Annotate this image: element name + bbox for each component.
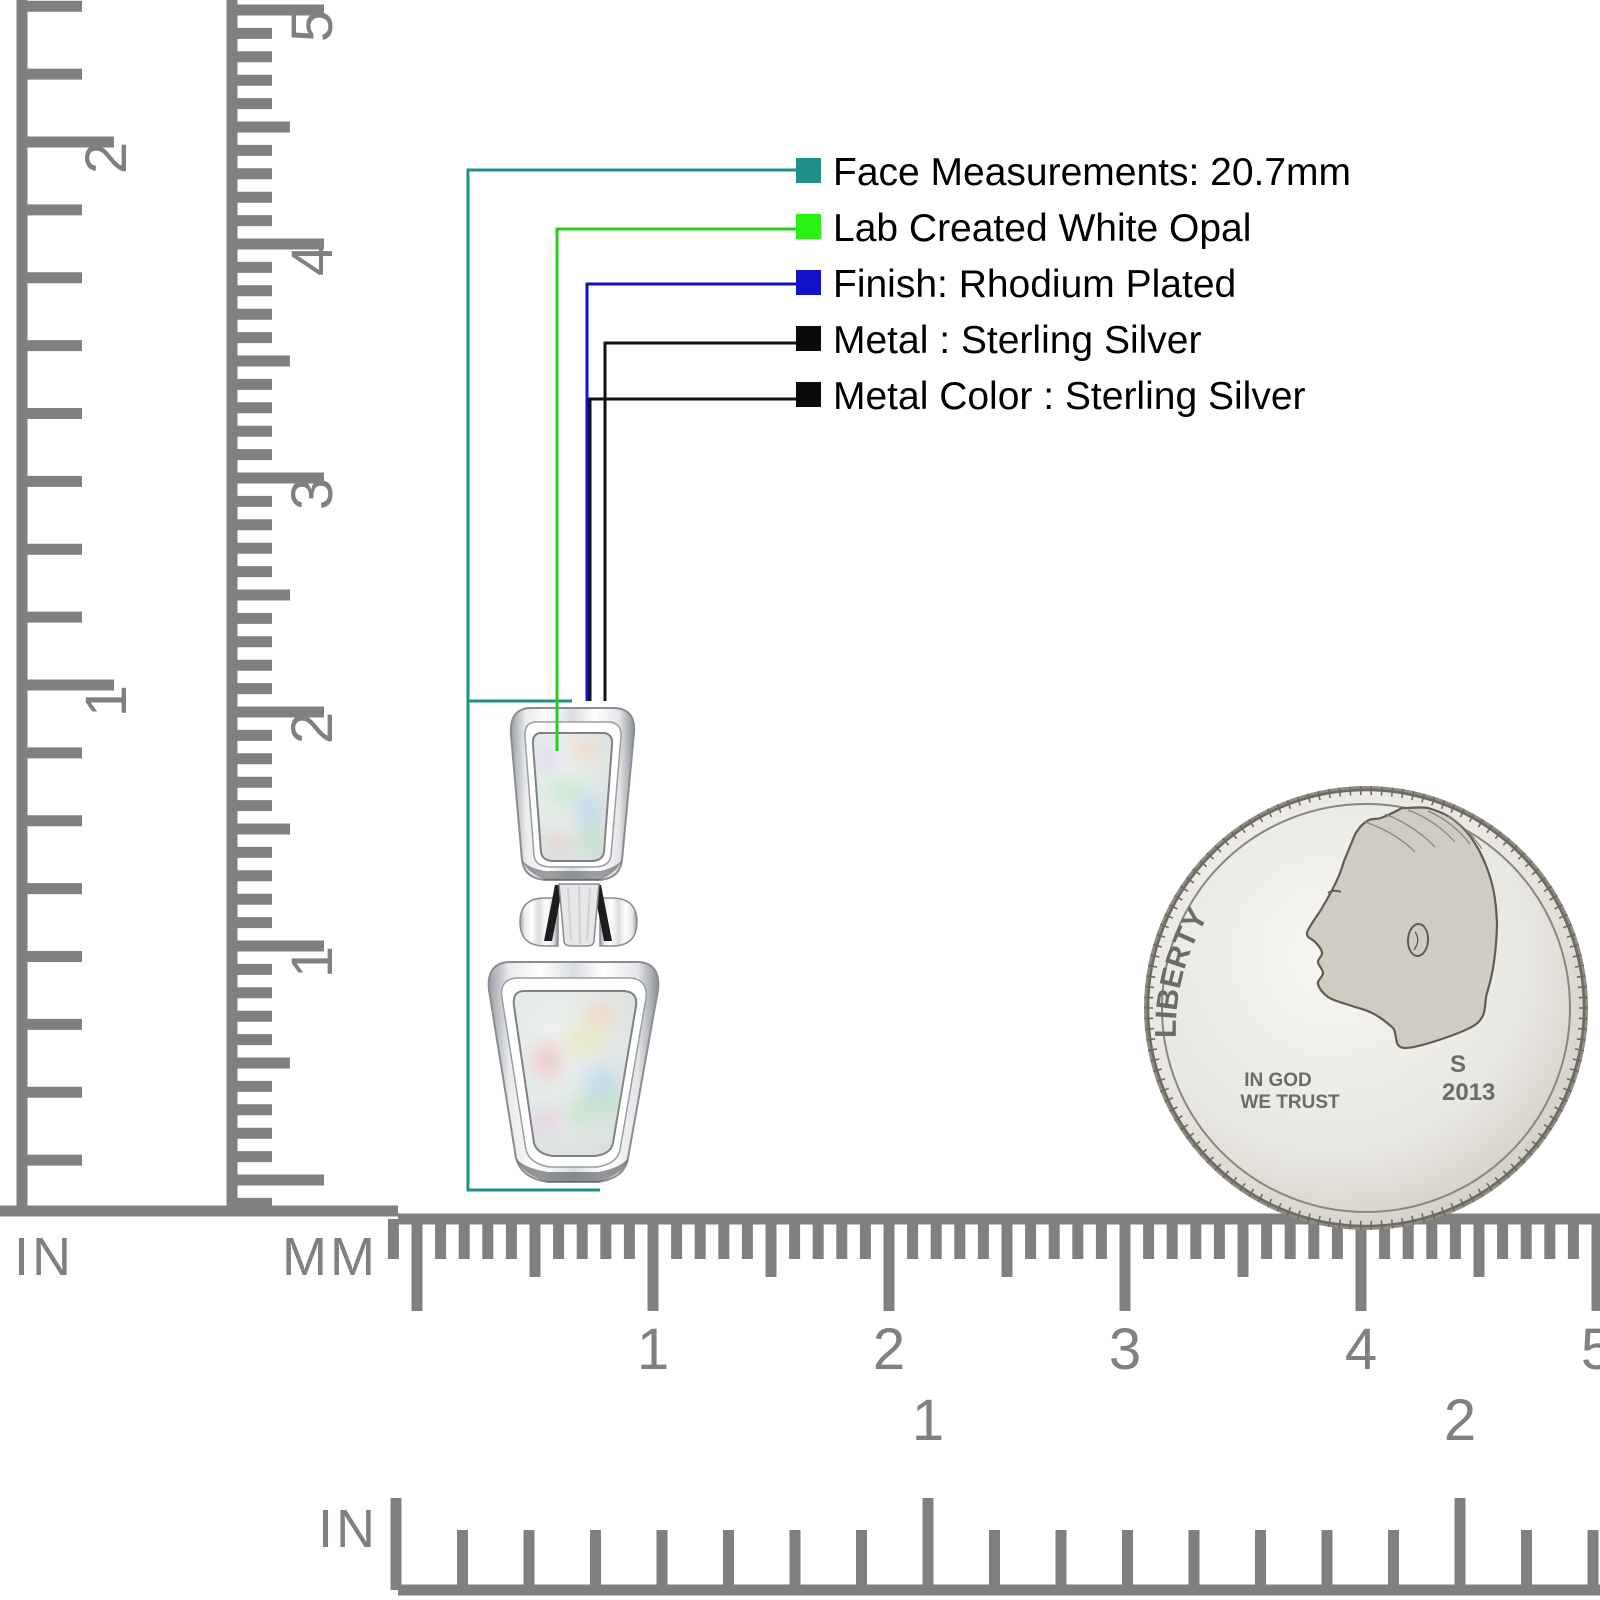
svg-text:WE TRUST: WE TRUST: [1240, 1092, 1340, 1113]
svg-text:2013: 2013: [1442, 1079, 1495, 1106]
svg-text:IN GOD: IN GOD: [1244, 1070, 1312, 1091]
svg-text:S: S: [1450, 1051, 1466, 1078]
